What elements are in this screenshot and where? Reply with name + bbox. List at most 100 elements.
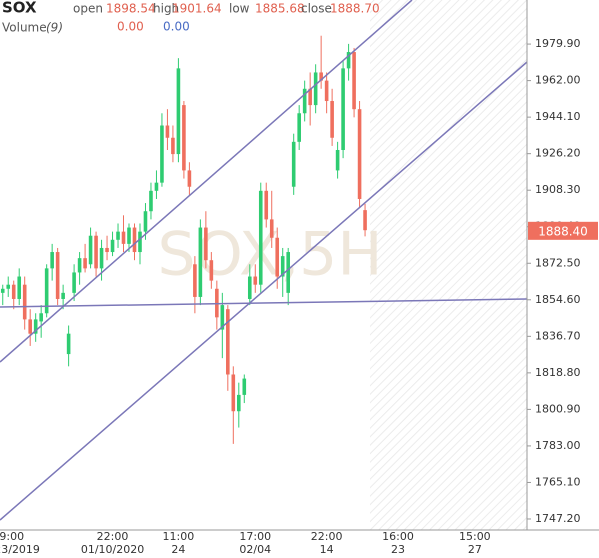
candle-body (50, 252, 54, 269)
candle-body (231, 374, 236, 412)
candle-body (116, 231, 120, 240)
price-tag-label: 1888.40 (538, 224, 588, 238)
y-tick-label: 1836.70 (535, 329, 581, 342)
x-tick-label: 15:00 (459, 530, 491, 543)
candle-body (143, 211, 148, 232)
future-area (370, 0, 527, 530)
x-tick-label: 16:00 (382, 530, 414, 543)
y-tick-label: 1908.30 (535, 183, 581, 196)
label: high (153, 2, 179, 16)
candle-body (0, 288, 5, 293)
x-tick-label: 22:00 (311, 530, 343, 543)
candle-body (313, 72, 318, 106)
candle-body (346, 52, 351, 69)
candle-body (236, 394, 241, 412)
candle-body (110, 239, 115, 253)
candle-body (105, 247, 109, 253)
candle-body (171, 137, 175, 155)
plot (0, 35, 367, 444)
value: 0.00 (163, 20, 190, 34)
candle-body (176, 68, 181, 155)
value: 1885.68 (255, 2, 305, 16)
trend-line[interactable] (0, 61, 528, 521)
label: open (73, 2, 103, 16)
candle-body (363, 210, 367, 231)
candle-body (291, 141, 296, 187)
x-date-label: 12/23/2019 (0, 543, 40, 556)
candle-body (72, 272, 76, 293)
candle-body (280, 256, 285, 277)
trend-line[interactable] (0, 0, 413, 363)
header: SOX open 1898.54 high 1901.64 low 1885.6… (2, 0, 380, 35)
price-tag (528, 221, 598, 240)
y-tick-label: 1818.80 (535, 366, 581, 379)
y-tick-label: 1962.00 (535, 74, 581, 87)
candle-body (242, 378, 247, 395)
y-tick-label: 1854.60 (535, 293, 581, 306)
x-tick-label: 19:00 (0, 530, 24, 543)
candle-body (357, 109, 362, 199)
candle-body (187, 170, 192, 187)
value: 1888.70 (330, 2, 380, 16)
candle-body (11, 284, 16, 299)
candle-body (149, 190, 153, 212)
candle-body (44, 268, 49, 314)
symbol: SOX (2, 0, 37, 17)
candle-body (302, 88, 307, 114)
value: 0.00 (117, 20, 144, 34)
candle-body (66, 333, 71, 355)
candle-body (22, 284, 27, 320)
candle-body (138, 231, 142, 253)
candle-body (286, 252, 291, 293)
value: 1901.64 (172, 2, 222, 16)
candle-body (330, 101, 334, 138)
candle-body (160, 125, 164, 183)
x-date-label: 23 (391, 543, 405, 556)
candle-body (220, 305, 225, 330)
candle-body (204, 227, 208, 261)
candle-body (297, 113, 301, 142)
candle-body (258, 190, 263, 285)
candle-body (335, 150, 340, 171)
label: low (229, 2, 250, 16)
candle-body (193, 264, 197, 297)
candle-body (182, 105, 186, 171)
y-tick-label: 1926.20 (535, 147, 581, 160)
candle-body (17, 276, 22, 299)
candle-body (226, 309, 230, 375)
y-tick-label: 1747.20 (535, 512, 581, 525)
candle-body (61, 292, 65, 299)
candle-body (165, 125, 170, 138)
y-tick-label: 1765.10 (535, 475, 581, 488)
candle-body (352, 52, 356, 110)
candle-body (33, 319, 38, 334)
y-tick-label: 1872.50 (535, 256, 581, 269)
candle-body (264, 190, 269, 220)
candle-body (121, 231, 126, 244)
candle-body (6, 284, 11, 289)
value: 1898.54 (106, 2, 156, 16)
x-tick-label: 17:00 (239, 530, 271, 543)
x-date-label: 02/04 (239, 543, 271, 556)
candle-body (341, 68, 345, 150)
candle-body (88, 235, 93, 265)
x-date-label: 24 (171, 543, 185, 556)
candle-body (209, 260, 214, 281)
candle-body (132, 227, 137, 253)
candle-body (308, 88, 312, 106)
candle-body (94, 235, 98, 269)
candle-body (154, 182, 159, 191)
candle-body (275, 237, 280, 277)
x-date-label: 01/10/2020 (81, 543, 144, 556)
candle-body (247, 276, 252, 299)
label: Volume (2, 21, 47, 35)
candle-body (99, 247, 104, 269)
trend-line[interactable] (0, 298, 528, 308)
label: (9) (46, 21, 63, 35)
y-tick-label: 1944.10 (535, 110, 581, 123)
x-date-label: 27 (468, 543, 482, 556)
candle-body (83, 258, 87, 269)
x-date-label: 14 (320, 543, 334, 556)
y-tick-label: 1783.00 (535, 439, 581, 452)
